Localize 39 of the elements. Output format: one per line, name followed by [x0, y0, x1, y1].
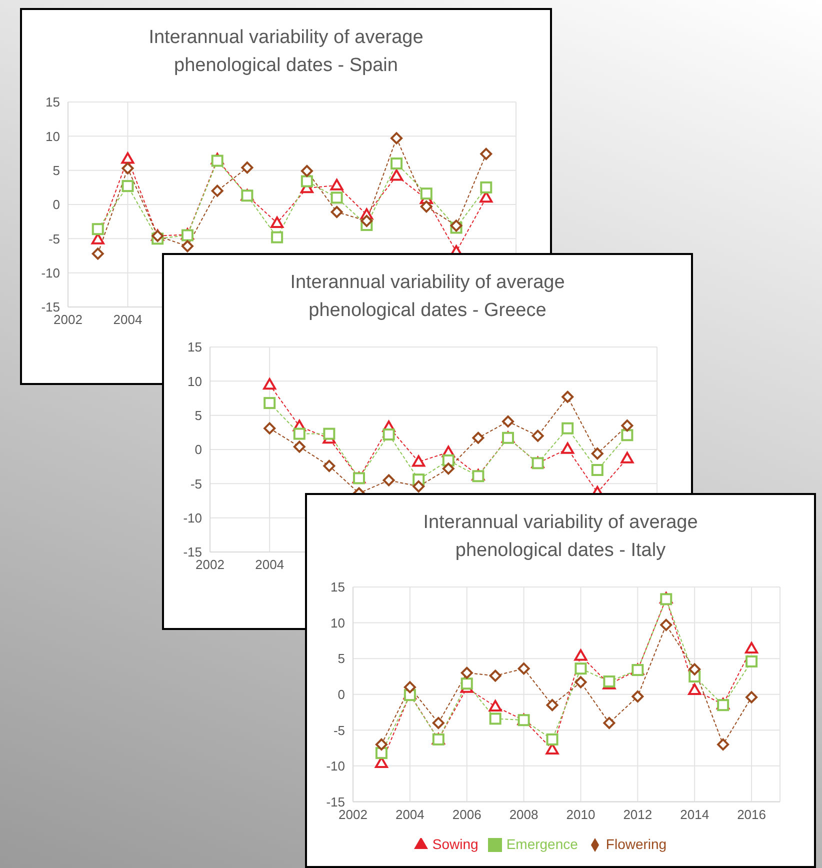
y-tick-label: -5 — [190, 476, 202, 492]
y-tick-label: -5 — [48, 231, 60, 246]
y-tick-label: 0 — [194, 442, 202, 458]
y-tick-label: -15 — [183, 544, 202, 560]
y-tick-label: -15 — [41, 300, 60, 315]
y-tick-label: -15 — [326, 794, 345, 810]
y-tick-label: 15 — [46, 94, 60, 110]
y-tick-label: 0 — [338, 686, 345, 702]
y-tick-label: 5 — [194, 408, 202, 423]
x-tick-label: 2008 — [509, 806, 538, 822]
y-tick-label: 15 — [330, 580, 345, 595]
x-tick-label: 2016 — [737, 806, 766, 822]
x-tick-label: 2004 — [113, 312, 142, 328]
y-tick-label: -10 — [326, 758, 345, 774]
legend-label: Sowing — [432, 836, 478, 852]
y-tick-label: -10 — [41, 265, 60, 280]
y-tick-label: 10 — [330, 615, 345, 630]
x-tick-label: 2014 — [680, 806, 710, 822]
x-tick-label: 2012 — [623, 806, 652, 822]
y-tick-label: 10 — [188, 374, 202, 389]
x-tick-label: 2002 — [54, 312, 82, 328]
chart-title: Interannual variability of average phenological dates - Greece — [289, 271, 566, 323]
y-tick-label: 0 — [52, 197, 60, 212]
x-tick-label: 2004 — [255, 557, 284, 572]
x-tick-label: 2002 — [196, 557, 224, 572]
x-tick-label: 2004 — [395, 806, 424, 822]
y-tick-label: 5 — [52, 162, 60, 178]
x-tick-label: 2002 — [338, 806, 368, 822]
legend-label: Emergence — [506, 836, 578, 852]
y-tick-label: 15 — [188, 340, 202, 355]
legend-label: Flowering — [606, 836, 667, 852]
y-tick-label: -10 — [183, 510, 202, 526]
y-tick-label: 10 — [46, 128, 60, 144]
x-tick-label: 2010 — [566, 806, 596, 822]
y-tick-label: 5 — [338, 651, 345, 666]
y-tick-label: -5 — [333, 722, 345, 738]
x-tick-label: 2006 — [452, 806, 482, 822]
chart-title: Interannual variability of average phenological dates - Spain — [148, 26, 424, 78]
chart-title: Interannual variability of average phenological dates - Italy — [422, 511, 699, 563]
